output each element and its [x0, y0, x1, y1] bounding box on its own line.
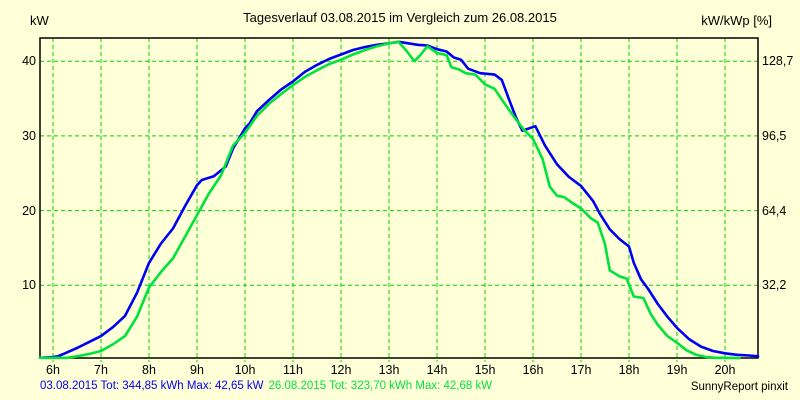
- series1-summary-text: 03.08.2015 Tot: 344,85 kWh Max: 42,65 kW: [40, 380, 264, 392]
- right-axis-tick-label: 96,5: [762, 128, 787, 143]
- right-axis-tick-label: 64,4: [762, 203, 787, 218]
- series2-summary-text: 26.08.2015 Tot: 323,70 kWh Max: 42,68 kW: [268, 380, 493, 392]
- chart-title: Tagesverlauf 03.08.2015 im Vergleich zum…: [243, 10, 557, 25]
- right-axis-tick-label: 128,7: [762, 54, 794, 69]
- credit-text: SunnyReport pinxit: [690, 381, 788, 393]
- right-axis-tick-label: 32,2: [762, 278, 787, 293]
- left-axis-tick-label: 40: [22, 54, 36, 69]
- x-axis-tick-label: 19h: [666, 363, 688, 377]
- x-axis-tick-label: 8h: [142, 363, 156, 377]
- left-axis-tick-label: 20: [22, 203, 36, 218]
- x-axis-tick-label: 14h: [426, 363, 448, 377]
- right-axis-unit-label: kW/kWp [%]: [701, 13, 772, 28]
- left-axis-tick-label: 10: [22, 278, 36, 293]
- footer-summary: 03.08.2015 Tot: 344,85 kWh Max: 42,65 kW…: [40, 380, 492, 392]
- left-axis-unit-label: kW: [30, 13, 49, 28]
- series-line-26.08.2015: [38, 40, 741, 360]
- x-axis-tick-label: 20h: [714, 363, 736, 377]
- x-axis-tick-label: 16h: [522, 363, 544, 377]
- x-axis-tick-label: 6h: [46, 363, 60, 377]
- x-axis-tick-label: 7h: [94, 363, 108, 377]
- x-axis-tick-label: 18h: [618, 363, 640, 377]
- plot-border: [39, 37, 759, 359]
- series-line-03.08.2015: [38, 40, 760, 360]
- x-axis-tick-label: 12h: [330, 363, 352, 377]
- x-axis-tick-label: 10h: [234, 363, 256, 377]
- x-axis-tick-label: 13h: [378, 363, 400, 377]
- x-axis-tick-label: 11h: [283, 363, 303, 377]
- x-axis-tick-label: 15h: [474, 363, 496, 377]
- left-axis-tick-label: 30: [22, 128, 36, 143]
- x-axis-tick-label: 17h: [570, 363, 592, 377]
- x-axis-tick-label: 9h: [190, 363, 204, 377]
